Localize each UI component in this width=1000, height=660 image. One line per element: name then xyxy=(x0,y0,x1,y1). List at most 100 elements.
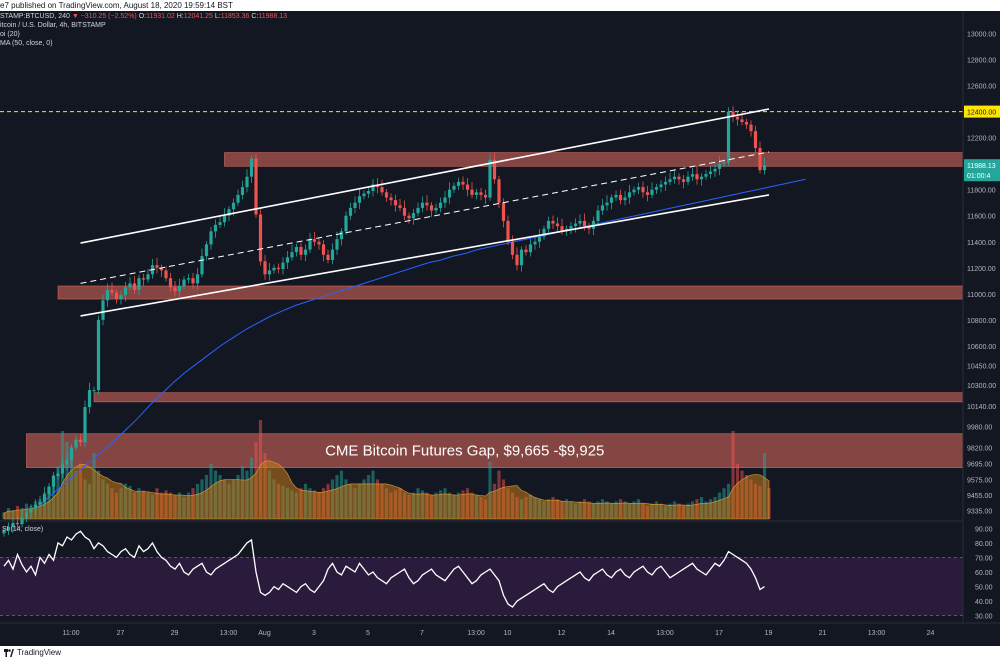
candle-43 xyxy=(195,274,200,284)
candle-151 xyxy=(681,179,686,182)
candle-141 xyxy=(636,187,641,190)
candle-55 xyxy=(249,158,254,177)
candle-148 xyxy=(668,179,672,182)
candle-169 xyxy=(762,165,767,171)
rsi-tick-label-2: 70.00 xyxy=(975,555,993,562)
candle-102 xyxy=(461,181,465,185)
chart-svg[interactable]: CME Bitcoin Futures Gap, $9,665 -$9,925 S… xyxy=(0,11,1000,646)
level-label-bg xyxy=(964,105,1000,118)
candle-68 xyxy=(308,239,312,250)
candle-119 xyxy=(537,236,542,242)
rsi-band xyxy=(0,557,963,616)
candle-62 xyxy=(281,262,285,270)
price-tick-label-6: 11800.00 xyxy=(967,188,996,195)
l-label: L: xyxy=(214,13,221,20)
candle-40 xyxy=(182,279,186,287)
candle-108 xyxy=(488,159,492,198)
candle-26 xyxy=(119,295,123,300)
last-price-label: 11988.13 xyxy=(967,163,996,170)
candle-36 xyxy=(164,270,168,279)
candle-124 xyxy=(560,226,564,232)
candle-154 xyxy=(695,174,699,180)
time-tick-label-11: 14 xyxy=(607,630,615,637)
zone-label-3: CME Bitcoin Futures Gap, $9,665 -$9,925 xyxy=(325,443,604,460)
time-tick-label-13: 17 xyxy=(715,630,723,637)
candle-101 xyxy=(456,181,461,186)
rsi-tick-label-4: 50.00 xyxy=(975,585,993,592)
candle-42 xyxy=(191,278,195,284)
price-tick-label-9: 11200.00 xyxy=(967,266,996,273)
change-text: ▼ −310.25 (−2.52%) xyxy=(71,13,137,20)
time-tick-label-4: Aug xyxy=(258,630,271,637)
candle-34 xyxy=(155,265,159,268)
trendline-1 xyxy=(80,194,770,317)
rsi-label: SI (14, close) xyxy=(2,526,43,533)
candle-53 xyxy=(240,187,245,195)
candle-30 xyxy=(137,278,141,290)
candle-77 xyxy=(348,207,353,216)
time-tick-label-3: 13:00 xyxy=(220,630,238,637)
candle-129 xyxy=(582,220,587,227)
candle-51 xyxy=(231,202,236,210)
footer-brand: TradingView xyxy=(17,648,62,657)
candle-146 xyxy=(659,184,663,188)
time-tick-label-8: 13:00 xyxy=(467,630,485,637)
candle-104 xyxy=(470,189,474,195)
candle-123 xyxy=(555,223,560,227)
price-tick-label-11: 10800.00 xyxy=(967,318,996,325)
candle-31 xyxy=(141,278,146,280)
candle-65 xyxy=(294,246,299,253)
candle-110 xyxy=(497,179,501,203)
candle-139 xyxy=(627,192,632,198)
candle-137 xyxy=(618,194,623,201)
candle-48 xyxy=(218,222,222,225)
candle-71 xyxy=(321,244,326,255)
time-tick-label-10: 12 xyxy=(558,630,566,637)
chart-background xyxy=(0,11,1000,646)
price-tick-label-15: 10140.00 xyxy=(967,404,996,411)
rsi-tick-label-5: 40.00 xyxy=(975,599,993,606)
time-tick-label-17: 24 xyxy=(927,630,935,637)
candle-84 xyxy=(380,187,384,193)
time-tick-label-5: 3 xyxy=(312,630,316,637)
candle-57 xyxy=(258,214,263,262)
price-tick-label-2: 12600.00 xyxy=(967,84,996,91)
o-value: 11931.02 xyxy=(146,13,175,20)
price-tick-label-12: 10600.00 xyxy=(967,344,996,351)
candle-35 xyxy=(159,267,164,271)
candle-112 xyxy=(506,220,510,242)
candle-89 xyxy=(402,207,407,216)
rsi-tick-label-3: 60.00 xyxy=(975,570,993,577)
candle-149 xyxy=(672,176,677,180)
price-tick-label-18: 9695.00 xyxy=(967,462,992,469)
rsi-tick-label-1: 80.00 xyxy=(975,541,993,548)
candle-130 xyxy=(587,226,591,229)
price-tick-label-10: 11000.00 xyxy=(967,292,996,299)
candle-100 xyxy=(452,185,456,190)
footer-bar: TradingView xyxy=(0,646,1000,660)
candle-95 xyxy=(429,205,434,211)
candle-161 xyxy=(726,111,731,163)
candle-94 xyxy=(425,202,429,206)
trendline-0 xyxy=(80,108,770,244)
candle-18 xyxy=(83,407,87,443)
price-tick-label-21: 9335.00 xyxy=(967,509,992,516)
time-tick-label-1: 27 xyxy=(117,630,125,637)
candle-19 xyxy=(87,390,92,408)
candle-16 xyxy=(74,439,78,448)
candle-73 xyxy=(330,249,335,260)
publisher-text: e7 published on TradingView.com, August … xyxy=(0,1,233,10)
candle-134 xyxy=(605,202,609,206)
time-tick-label-14: 19 xyxy=(765,630,773,637)
time-tick-label-12: 13:00 xyxy=(656,630,674,637)
legend-overlay: STAMP:BTCUSD, 240 ▼ −310.25 (−2.52%) O:1… xyxy=(0,12,287,48)
candle-82 xyxy=(371,184,375,191)
candle-32 xyxy=(146,274,150,280)
candle-126 xyxy=(569,226,573,229)
candle-147 xyxy=(663,181,668,185)
candle-79 xyxy=(357,196,362,203)
volume-bar-162 xyxy=(731,431,735,519)
candle-66 xyxy=(299,246,303,255)
symbol-text: STAMP:BTCUSD, 240 xyxy=(0,13,70,20)
candle-13 xyxy=(60,464,65,474)
